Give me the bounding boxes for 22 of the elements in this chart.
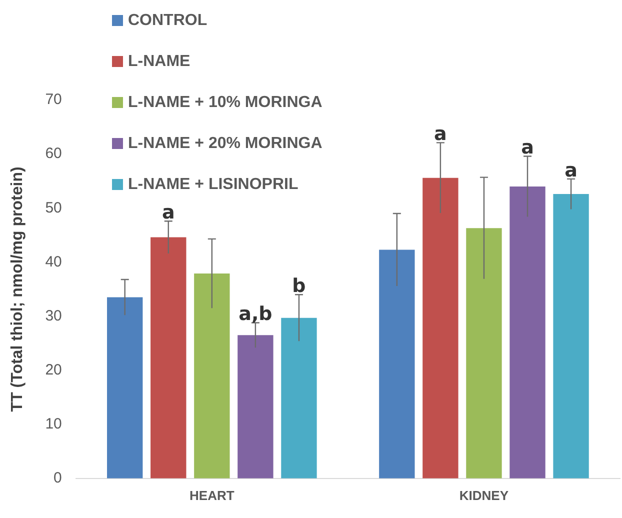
legend-label: L-NAME + 10% MORINGA: [128, 94, 322, 112]
legend-label: L-NAME + 20% MORINGA: [128, 134, 322, 152]
data-label: a,b: [238, 303, 272, 326]
data-label: b: [292, 275, 306, 298]
data-label: a: [564, 159, 578, 182]
y-tick-label: 50: [45, 199, 62, 216]
y-tick-label: 10: [45, 415, 62, 432]
x-tick-label: HEART: [190, 488, 234, 503]
y-tick-label: 70: [45, 91, 62, 108]
data-label: a: [162, 202, 175, 224]
legend-label: L-NAME + LISINOPRIL: [128, 176, 298, 194]
y-axis-title: TT (Total thiol; nmol/mg protein): [9, 166, 26, 412]
y-tick-label: 0: [54, 470, 62, 487]
legend-label: L-NAME: [128, 52, 190, 70]
legend-label: CONTROL: [128, 12, 208, 30]
data-label: a: [521, 136, 534, 159]
data-label: a: [434, 123, 447, 146]
y-tick-label: 30: [45, 307, 62, 324]
y-tick-label: 20: [45, 361, 62, 378]
y-tick-label: 40: [45, 253, 62, 270]
y-tick-label: 60: [45, 145, 62, 162]
x-tick-label: KIDNEY: [459, 488, 509, 503]
